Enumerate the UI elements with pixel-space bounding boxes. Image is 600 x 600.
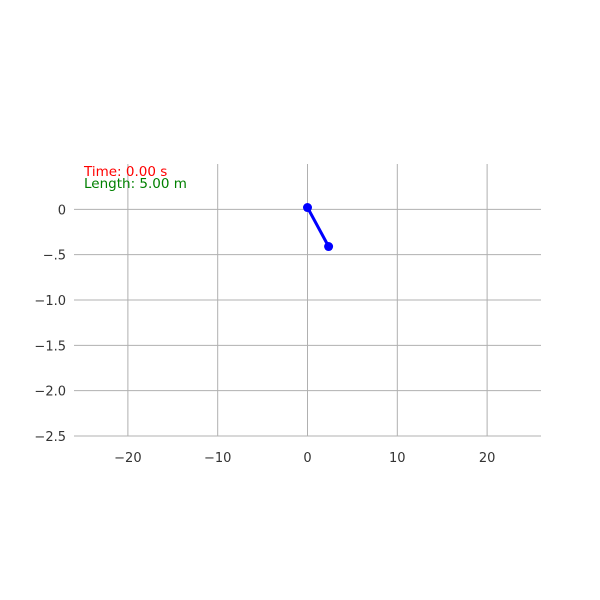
y-tick-label: −2.0 <box>34 385 66 400</box>
x-tick-label: 10 <box>389 451 406 466</box>
y-tick-label: −.5 <box>43 249 66 264</box>
y-tick-label: −2.5 <box>34 430 66 445</box>
x-tick-label: 20 <box>479 451 496 466</box>
length-annotation: Length: 5.00 m <box>84 176 187 192</box>
y-tick-labels: 0 −.5 −1.0 −1.5 −2.0 −2.5 <box>34 203 66 445</box>
pivot-point <box>303 203 312 213</box>
y-tick-label: −1.0 <box>34 294 66 309</box>
pendulum-rod <box>306 206 331 249</box>
time-annotation: Time: 0.00 s <box>83 164 167 180</box>
y-tick-label: −1.5 <box>34 339 66 354</box>
x-tick-label: −10 <box>204 451 231 466</box>
x-tick-label: 0 <box>303 451 311 466</box>
x-tick-labels: −20 −10 0 10 20 <box>114 451 495 466</box>
x-tick-label: −20 <box>114 451 141 466</box>
bob-point <box>324 242 334 252</box>
y-tick-label: 0 <box>58 203 66 218</box>
pendulum-series <box>303 203 334 252</box>
